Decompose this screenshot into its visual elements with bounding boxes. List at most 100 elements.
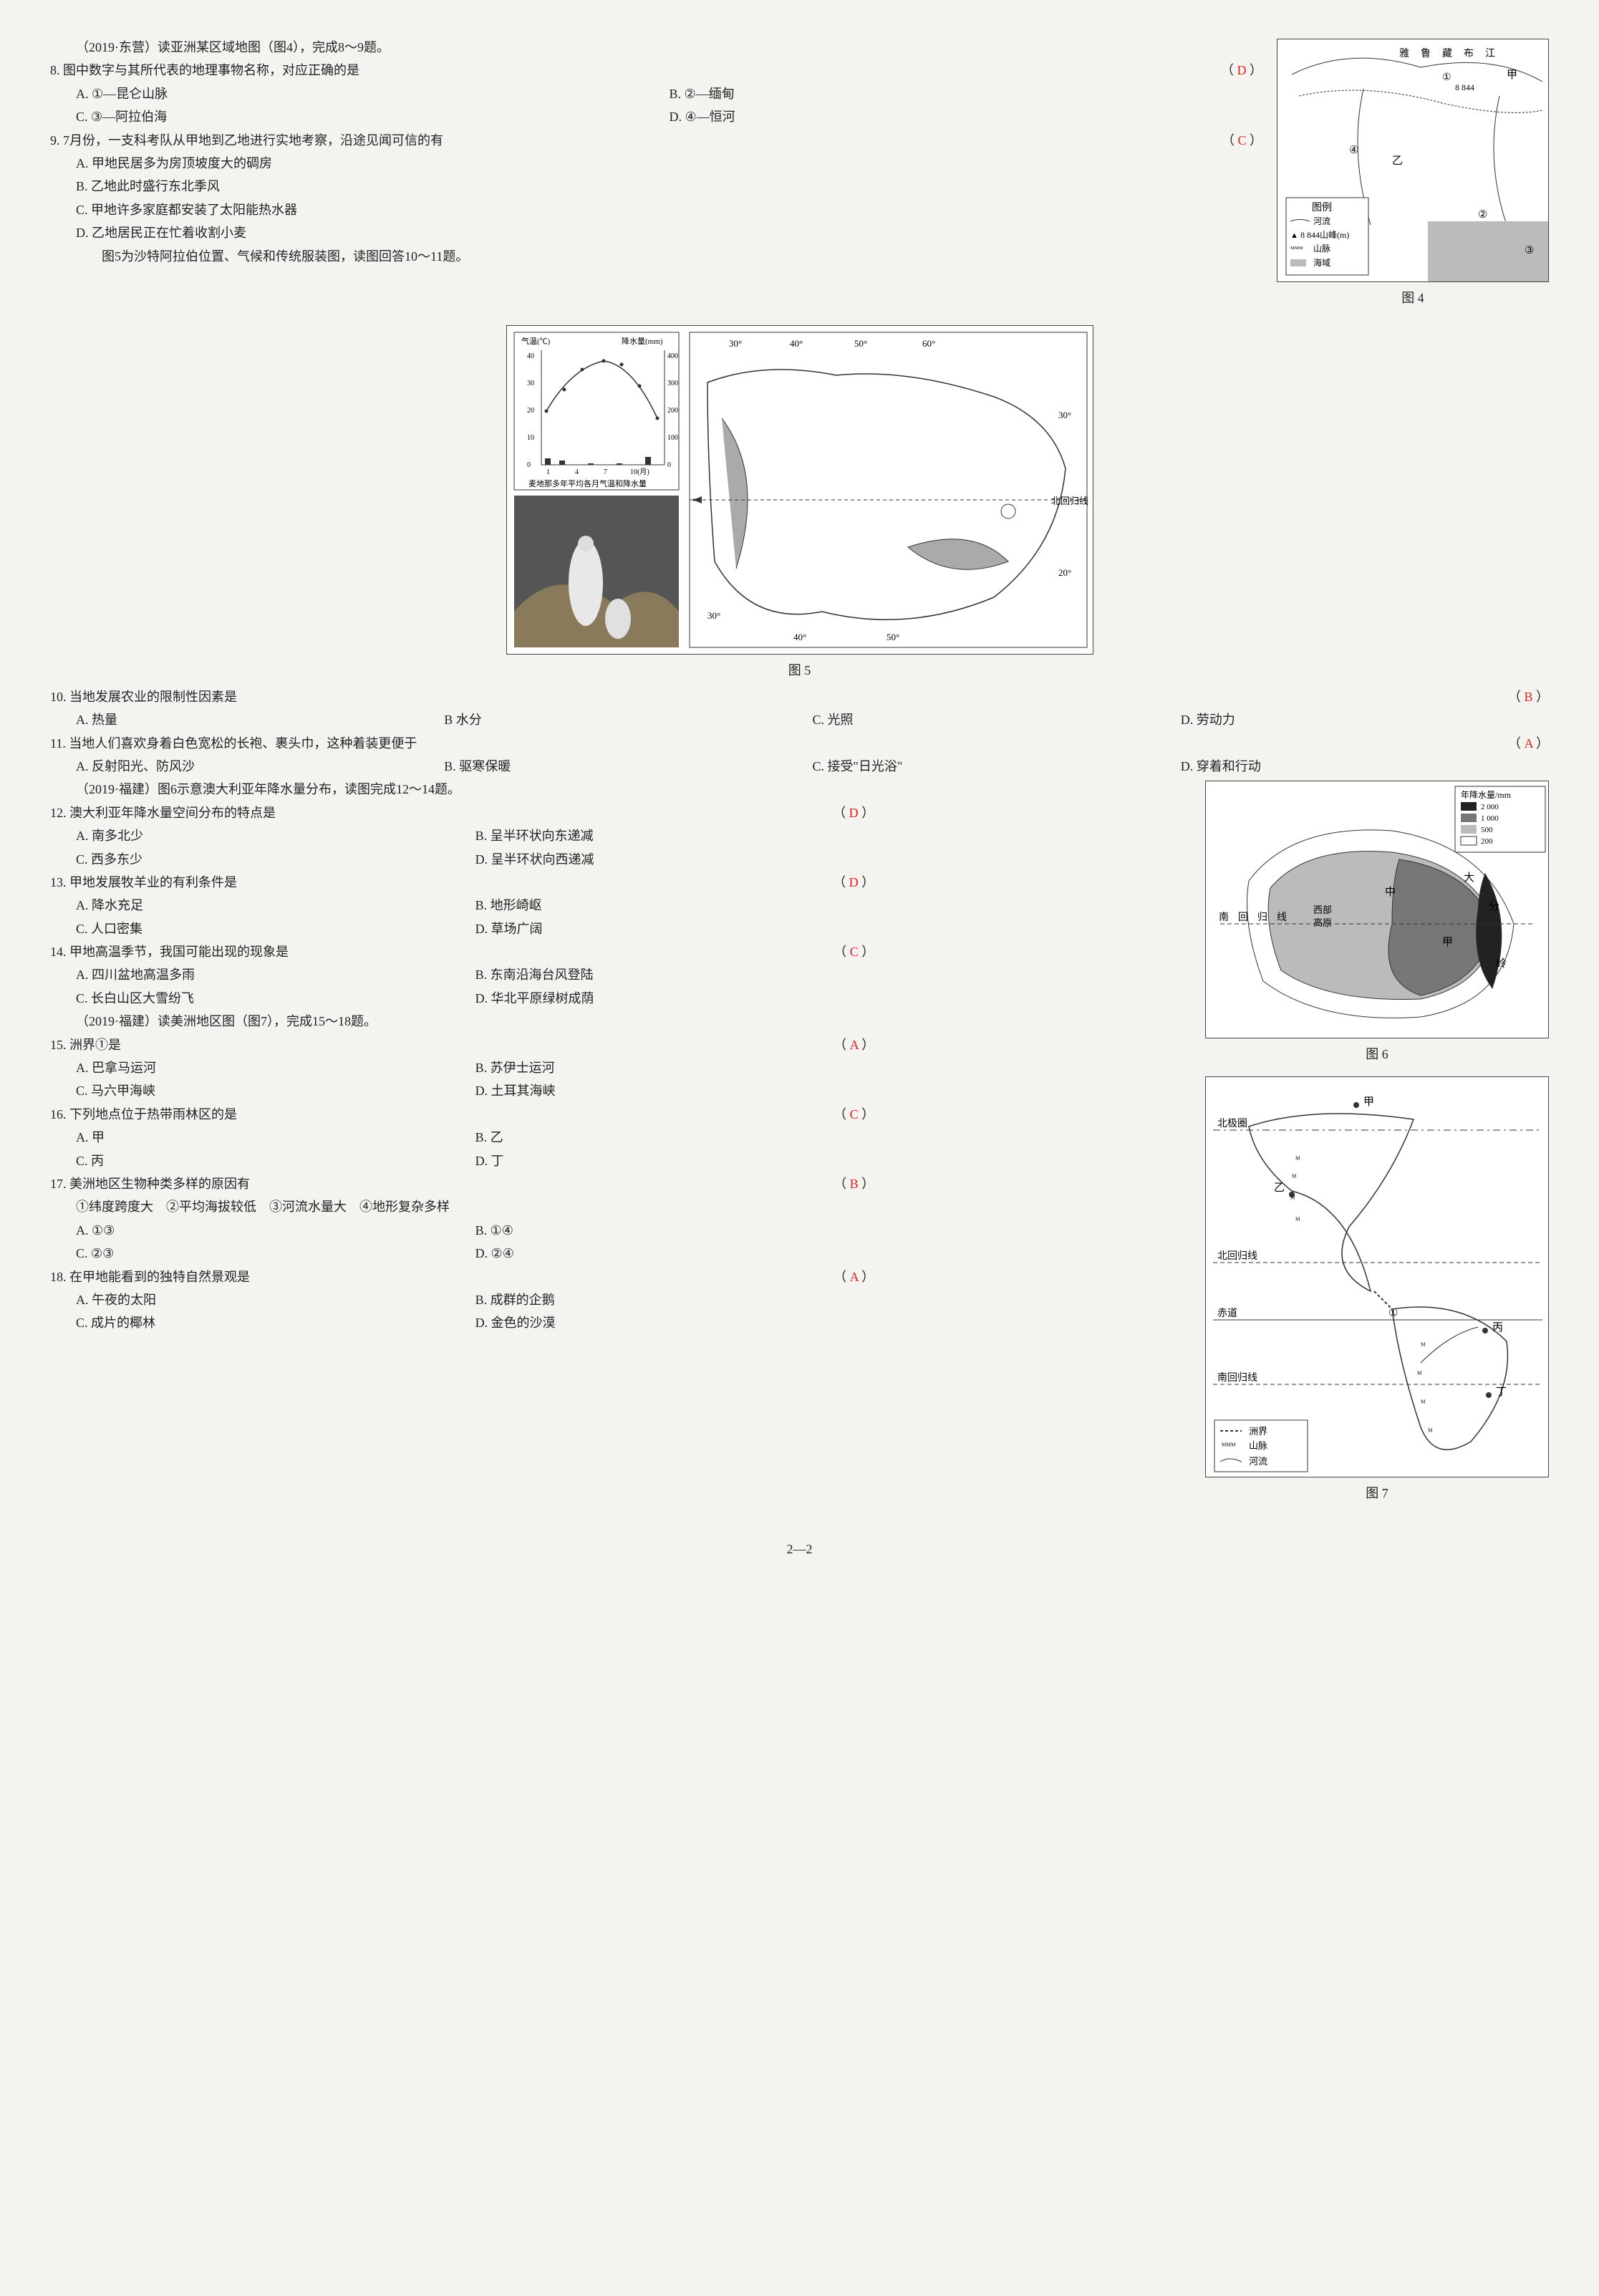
svg-text:ᴹᴹᴹ: ᴹᴹᴹ	[1222, 1441, 1236, 1451]
q18-answer: （ A ）	[834, 1265, 874, 1288]
q18-opt-c: C. 成片的椰林	[76, 1311, 475, 1334]
svg-text:海域: 海域	[1313, 257, 1330, 268]
figure-6: 年降水量/mm 2 000 1 000 500 200 南回 归线 西部高原 中…	[1205, 781, 1549, 1066]
svg-text:ᴹ: ᴹ	[1290, 1194, 1295, 1204]
q15-opt-b: B. 苏伊士运河	[475, 1056, 875, 1079]
svg-text:ᴹ: ᴹ	[1295, 1215, 1300, 1225]
q18-stem: 18. 在甲地能看到的独特自然景观是	[50, 1265, 828, 1288]
svg-text:1 000: 1 000	[1481, 814, 1499, 823]
intro-15-18: （2019·福建）读美洲地区图（图7），完成15～18题。	[50, 1010, 874, 1033]
svg-text:▲: ▲	[1290, 231, 1298, 240]
q11-opt-d: D. 穿着和行动	[1181, 755, 1549, 778]
svg-text:雅: 雅	[1399, 48, 1409, 59]
q9-stem: 9. 7月份，一支科考队从甲地到乙地进行实地考察，沿途见闻可信的有	[50, 129, 1216, 152]
svg-text:高原: 高原	[1313, 917, 1332, 928]
q18-opt-b: B. 成群的企鹅	[475, 1288, 875, 1311]
svg-text:山脉: 山脉	[1249, 1440, 1267, 1451]
svg-text:甲: 甲	[1507, 69, 1517, 81]
svg-text:ᴹ: ᴹ	[1292, 1172, 1297, 1182]
svg-text:20°: 20°	[1058, 567, 1071, 578]
svg-text:③: ③	[1525, 245, 1534, 256]
svg-text:40: 40	[527, 352, 534, 360]
svg-text:2 000: 2 000	[1481, 803, 1499, 811]
map-4-svg: 雅鲁 藏布 江 甲 ① 8 844 ④ 乙 ② ③ 图例 河流	[1277, 39, 1548, 282]
svg-text:鲁: 鲁	[1421, 48, 1431, 59]
svg-text:50°: 50°	[854, 338, 867, 349]
q8-opt-d: D. ④—恒河	[670, 105, 1263, 128]
svg-text:20: 20	[527, 407, 534, 415]
q17-answer: （ B ）	[834, 1172, 874, 1195]
svg-text:①: ①	[1442, 72, 1451, 83]
svg-text:8 844山峰(m): 8 844山峰(m)	[1300, 230, 1349, 240]
q11-answer: （ A ）	[1508, 732, 1549, 755]
q16-stem: 16. 下列地点位于热带雨林区的是	[50, 1103, 828, 1126]
svg-text:30°: 30°	[1058, 410, 1071, 420]
q10-answer: （ B ）	[1508, 685, 1549, 708]
q17-circles: ①纬度跨度大 ②平均海拔较低 ③河流水量大 ④地形复杂多样	[50, 1195, 874, 1218]
q16-opt-b: B. 乙	[475, 1126, 875, 1149]
svg-text:40°: 40°	[790, 338, 803, 349]
q15-answer: （ A ）	[834, 1033, 874, 1056]
q12-opt-a: A. 南多北少	[76, 824, 475, 847]
q14-stem: 14. 甲地高温季节，我国可能出现的现象是	[50, 940, 828, 963]
q13-opt-a: A. 降水充足	[76, 894, 475, 917]
q14-answer: （ C ）	[834, 940, 874, 963]
svg-text:河流: 河流	[1313, 216, 1330, 226]
figure-6-caption: 图 6	[1205, 1043, 1549, 1066]
q11-stem: 11. 当地人们喜欢身着白色宽松的长袍、裹头巾，这种着装更便于	[50, 732, 1502, 755]
q18-opt-d: D. 金色的沙漠	[475, 1311, 875, 1334]
q18-opt-a: A. 午夜的太阳	[76, 1288, 475, 1311]
q13-answer: （ D ）	[833, 871, 874, 894]
q17-opt-d: D. ②④	[475, 1242, 875, 1265]
svg-text:200: 200	[1481, 837, 1493, 846]
svg-text:乙: 乙	[1274, 1182, 1285, 1194]
q15-opt-c: C. 马六甲海峡	[76, 1079, 475, 1102]
q15-opt-a: A. 巴拿马运河	[76, 1056, 475, 1079]
svg-text:ᴹᴹᴹ: ᴹᴹᴹ	[1290, 245, 1303, 254]
map-6-svg: 年降水量/mm 2 000 1 000 500 200 南回 归线 西部高原 中…	[1206, 781, 1548, 1038]
svg-text:100: 100	[667, 434, 678, 442]
map-7-svg: 北极圈 甲 北回归线 赤道 南回归线 乙 ᴹᴹ ᴹᴹ ① 丙	[1206, 1076, 1548, 1477]
svg-text:ᴹ: ᴹ	[1417, 1369, 1422, 1379]
svg-text:图例: 图例	[1312, 202, 1332, 213]
q16-opt-c: C. 丙	[76, 1149, 475, 1172]
q17-opt-a: A. ①③	[76, 1219, 475, 1242]
svg-text:乙: 乙	[1392, 155, 1403, 167]
q16-answer: （ C ）	[834, 1103, 874, 1126]
q14-opt-b: B. 东南沿海台风登陆	[475, 963, 875, 986]
svg-text:回: 回	[1238, 912, 1248, 923]
svg-text:0: 0	[527, 461, 531, 469]
svg-text:线: 线	[1277, 912, 1287, 923]
q8-stem: 8. 图中数字与其所代表的地理事物名称，对应正确的是	[50, 59, 1215, 82]
svg-text:大: 大	[1464, 872, 1474, 884]
figure-7-caption: 图 7	[1205, 1482, 1549, 1505]
q15-stem: 15. 洲界①是	[50, 1033, 828, 1056]
svg-text:河流: 河流	[1249, 1456, 1267, 1467]
q15-opt-d: D. 土耳其海峡	[475, 1079, 875, 1102]
svg-text:甲: 甲	[1442, 937, 1453, 948]
q11-opt-b: B. 驱寒保暖	[444, 755, 812, 778]
svg-text:中: 中	[1385, 886, 1396, 898]
svg-text:气温(℃): 气温(℃)	[521, 336, 551, 346]
q16-opt-a: A. 甲	[76, 1126, 475, 1149]
svg-text:④: ④	[1349, 145, 1358, 156]
q11-opt-a: A. 反射阳光、防风沙	[76, 755, 444, 778]
svg-text:丁: 丁	[1496, 1386, 1507, 1398]
svg-text:30°: 30°	[729, 338, 742, 349]
svg-text:7: 7	[604, 468, 607, 476]
svg-text:10: 10	[527, 434, 534, 442]
svg-text:ᴹ: ᴹ	[1295, 1154, 1300, 1164]
svg-text:ᴹ: ᴹ	[1421, 1398, 1426, 1408]
svg-text:10(月): 10(月)	[630, 468, 649, 476]
svg-text:麦地那多年平均各月气温和降水量: 麦地那多年平均各月气温和降水量	[528, 478, 647, 488]
svg-text:丙: 丙	[1492, 1322, 1503, 1333]
q17-opt-b: B. ①④	[475, 1219, 875, 1242]
q12-stem: 12. 澳大利亚年降水量空间分布的特点是	[50, 801, 827, 824]
svg-text:降水量(mm): 降水量(mm)	[622, 336, 663, 346]
q13-opt-c: C. 人口密集	[76, 917, 475, 940]
q14-opt-d: D. 华北平原绿树成荫	[475, 987, 875, 1010]
q13-stem: 13. 甲地发展牧羊业的有利条件是	[50, 871, 827, 894]
figure-5-svg: 气温(℃) 降水量(mm) 010 2030 40 0100 200300 40…	[507, 325, 1093, 655]
q12-opt-b: B. 呈半环状向东递减	[475, 824, 875, 847]
q10-opt-d: D. 劳动力	[1181, 708, 1549, 731]
